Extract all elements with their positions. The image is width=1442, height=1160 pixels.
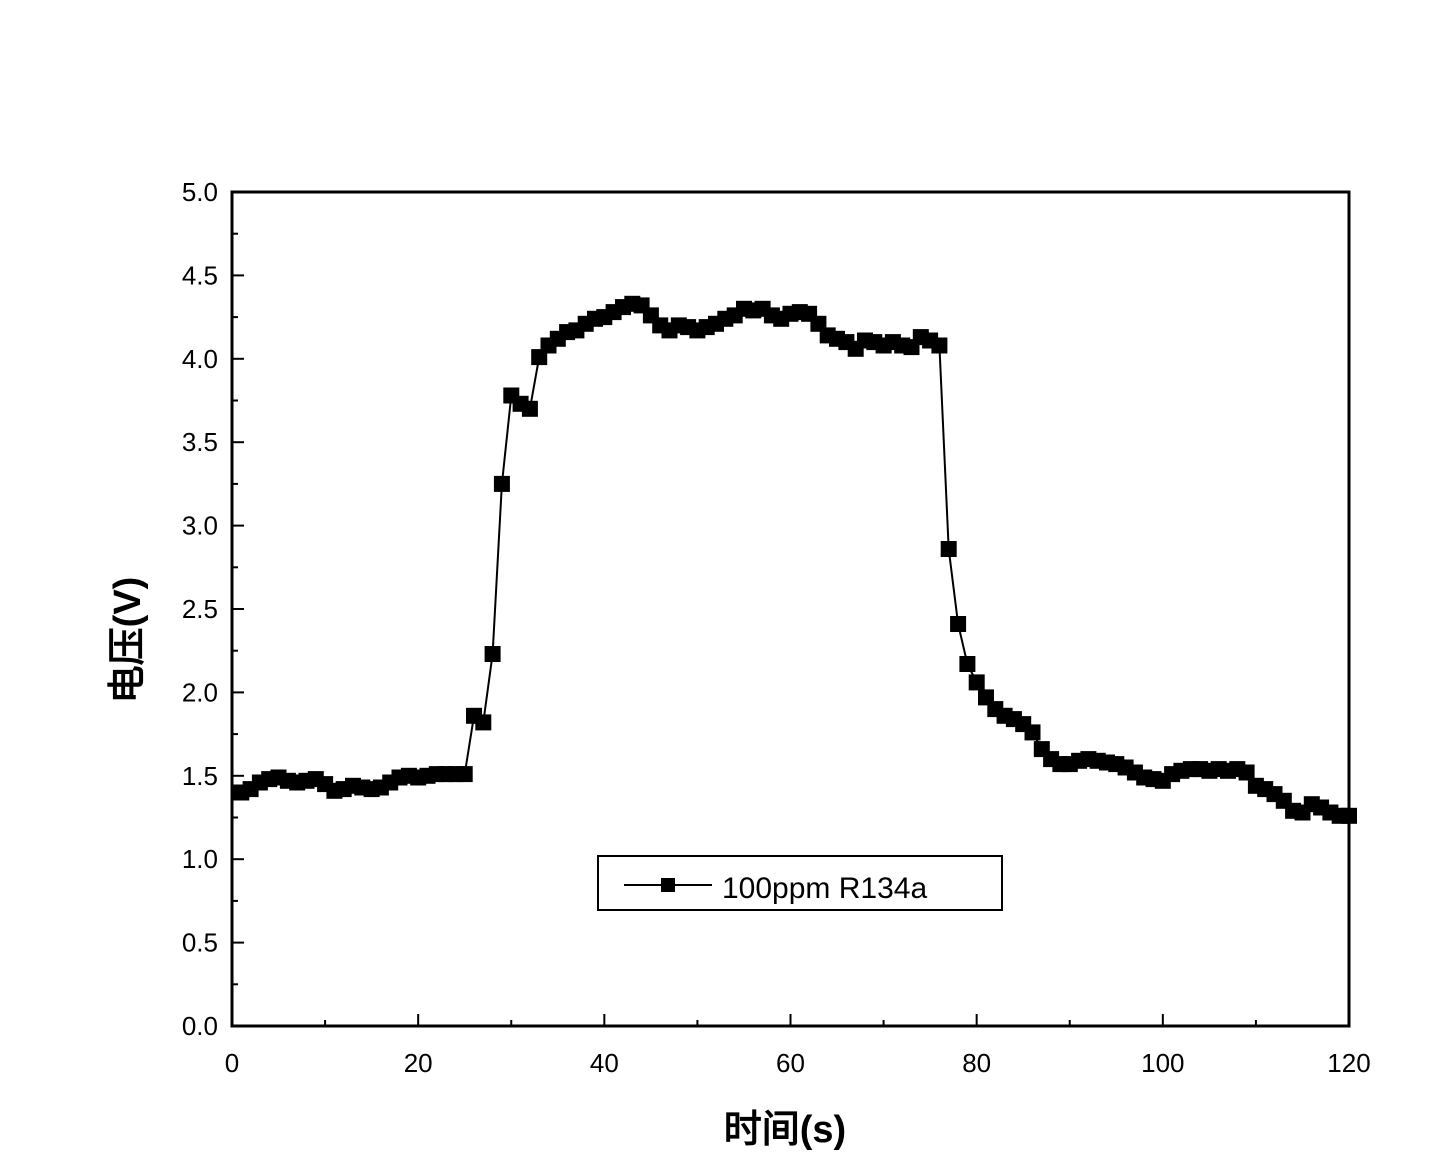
legend-marker-sample <box>661 878 675 892</box>
y-tick-label: 1.0 <box>182 844 218 874</box>
data-point <box>941 541 957 557</box>
y-tick-label: 3.0 <box>182 511 218 541</box>
data-point <box>969 674 985 690</box>
y-tick-label: 2.5 <box>182 594 218 624</box>
data-point <box>475 714 491 730</box>
y-tick-label: 5.0 <box>182 177 218 207</box>
data-point <box>485 646 501 662</box>
x-tick-label: 20 <box>404 1048 433 1078</box>
y-tick-label: 4.0 <box>182 344 218 374</box>
data-point <box>931 338 947 354</box>
data-point <box>1025 724 1041 740</box>
x-tick-label: 40 <box>590 1048 619 1078</box>
y-axis-title: 电压(V) <box>107 577 149 704</box>
x-tick-label: 80 <box>962 1048 991 1078</box>
y-tick-label: 0.5 <box>182 928 218 958</box>
data-point <box>959 656 975 672</box>
series-line <box>241 304 1349 816</box>
y-axis-ticks: 0.0 0.5 1.0 1.5 2.0 2.5 3.0 3.5 4.0 4.5 5.0 <box>182 177 244 1041</box>
series-layer <box>233 296 1357 824</box>
x-axis-title: 时间(s) <box>724 1109 846 1151</box>
data-point <box>494 476 510 492</box>
legend-label: 100ppm R134a <box>722 872 927 905</box>
data-point <box>457 766 473 782</box>
x-tick-label: 100 <box>1141 1048 1184 1078</box>
y-tick-label: 2.0 <box>182 677 218 707</box>
y-tick-label: 1.5 <box>182 761 218 791</box>
x-axis-ticks: 0 20 40 60 80 100 120 <box>225 1014 1371 1078</box>
y-tick-label: 3.5 <box>182 427 218 457</box>
x-tick-label: 120 <box>1327 1048 1370 1078</box>
x-tick-label: 60 <box>776 1048 805 1078</box>
x-tick-label: 0 <box>225 1048 239 1078</box>
y-tick-label: 4.5 <box>182 260 218 290</box>
data-point <box>950 616 966 632</box>
y-tick-label: 0.0 <box>182 1011 218 1041</box>
data-point <box>1341 808 1357 824</box>
legend: 100ppm R134a <box>598 856 1002 910</box>
data-point <box>522 401 538 417</box>
